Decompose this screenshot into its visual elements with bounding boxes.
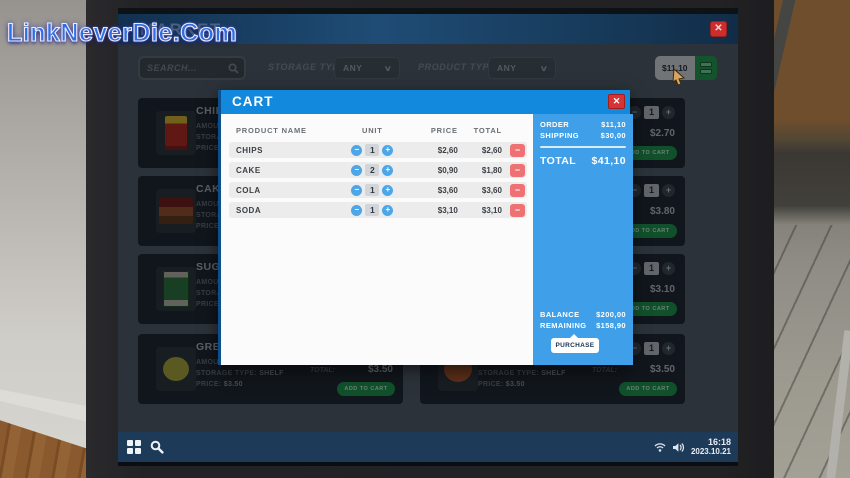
shipping-label: SHIPPING [540, 131, 580, 140]
total-value: $41,10 [591, 155, 626, 167]
monitor-bezel: MARKET ✕ STORAGE TYPE ANY ∨ P [86, 0, 774, 478]
plus-icon[interactable]: + [382, 164, 394, 176]
cart-item-total: $3,60 [481, 185, 502, 195]
cart-table-header: PRODUCT NAME UNIT PRICE TOTAL [229, 122, 527, 138]
cart-item-total: $3,10 [481, 205, 502, 215]
remove-item-button[interactable]: − [510, 203, 525, 217]
purchase-button[interactable]: PURCHASE [551, 334, 599, 353]
balance-value: $200,00 [596, 310, 626, 319]
remove-item-button[interactable]: − [510, 163, 525, 177]
cart-unit-stepper[interactable]: − 1 + [337, 144, 408, 156]
app-title: MARKET [140, 20, 222, 39]
watermark: LinkNeverDie.Com [6, 18, 238, 47]
time: 16:18 [707, 437, 731, 447]
plus-icon[interactable]: + [382, 204, 394, 216]
speaker-icon[interactable] [672, 442, 685, 453]
taskbar: 16:18 2023.10.21 [118, 432, 738, 462]
order-value: $11,10 [601, 120, 626, 129]
cart-item-price: $2,60 [437, 145, 458, 155]
plus-icon[interactable]: + [382, 184, 394, 196]
shipping-row: SHIPPING $30,00 [540, 130, 626, 141]
cart-item-row: COLA − 1 + $3,60 $3,60 − [229, 182, 527, 198]
cart-close-button[interactable]: ✕ [608, 94, 625, 109]
col-total: TOTAL [473, 125, 502, 135]
cart-item-row: SODA − 1 + $3,10 $3,10 − [229, 202, 527, 218]
remove-item-button[interactable]: − [510, 183, 525, 197]
cart-item-name: CHIPS [236, 145, 263, 155]
game-cursor [672, 68, 686, 86]
unit-value: 2 [365, 164, 380, 176]
cart-unit-stepper[interactable]: − 1 + [337, 184, 408, 196]
cart-item-price: $3,60 [437, 185, 458, 195]
cart-item-name: COLA [236, 185, 261, 195]
date: 2023.10.21 [690, 447, 731, 456]
summary-divider [540, 146, 626, 148]
cart-item-price: $0,90 [437, 165, 458, 175]
cart-unit-stepper[interactable]: − 2 + [337, 164, 408, 176]
col-price: PRICE [430, 125, 458, 135]
cart-item-name: SODA [236, 205, 262, 215]
taskbar-search-icon[interactable] [150, 440, 164, 454]
cart-item-total: $2,60 [481, 145, 502, 155]
cart-item-price: $3,10 [437, 205, 458, 215]
cart-item-row: CHIPS − 1 + $2,60 $2,60 − [229, 142, 527, 158]
unit-value: 1 [365, 184, 380, 196]
app-grid-icon[interactable] [127, 439, 142, 455]
col-product-name: PRODUCT NAME [236, 125, 307, 135]
clock: 16:18 2023.10.21 [691, 437, 731, 457]
total-label: TOTAL [540, 155, 577, 167]
cart-item-name: CAKE [236, 165, 261, 175]
balance-block: BALANCE $200,00 REMAINING $158,90 [540, 309, 626, 331]
wifi-icon[interactable] [654, 442, 666, 452]
unit-value: 1 [365, 204, 380, 216]
cart-summary-panel: ORDER $11,10 SHIPPING $30,00 TOTAL $41,1… [533, 114, 633, 365]
total-row: TOTAL $41,10 [540, 154, 626, 168]
order-label: ORDER [540, 120, 570, 129]
balance-label: BALANCE [540, 310, 580, 319]
cart-modal: CART ✕ PRODUCT NAME UNIT PRICE TOTAL CHI… [218, 90, 633, 365]
shipping-value: $30,00 [600, 131, 626, 140]
minus-icon[interactable]: − [351, 184, 363, 196]
cart-item-total: $1,80 [481, 165, 502, 175]
cart-item-row: CAKE − 2 + $0,90 $1,80 − [229, 162, 527, 178]
unit-value: 1 [365, 144, 380, 156]
cart-table: PRODUCT NAME UNIT PRICE TOTAL CHIPS − 1 … [221, 114, 533, 365]
window-close-button[interactable]: ✕ [710, 21, 727, 37]
col-unit: UNIT [361, 125, 383, 135]
minus-icon[interactable]: − [351, 144, 363, 156]
screen-bottom-edge [118, 462, 738, 466]
plus-icon[interactable]: + [382, 144, 394, 156]
cart-title: CART [232, 94, 274, 109]
cart-unit-stepper[interactable]: − 1 + [337, 204, 408, 216]
remove-item-button[interactable]: − [510, 143, 525, 157]
minus-icon[interactable]: − [351, 204, 363, 216]
cart-modal-header: CART ✕ [221, 90, 630, 114]
minus-icon[interactable]: − [351, 164, 363, 176]
order-row: ORDER $11,10 [540, 119, 626, 130]
remaining-value: $158,90 [596, 321, 626, 330]
remaining-label: REMAINING [540, 321, 587, 330]
app-titlebar: MARKET ✕ [118, 14, 738, 44]
computer-screen: MARKET ✕ STORAGE TYPE ANY ∨ P [118, 8, 738, 466]
